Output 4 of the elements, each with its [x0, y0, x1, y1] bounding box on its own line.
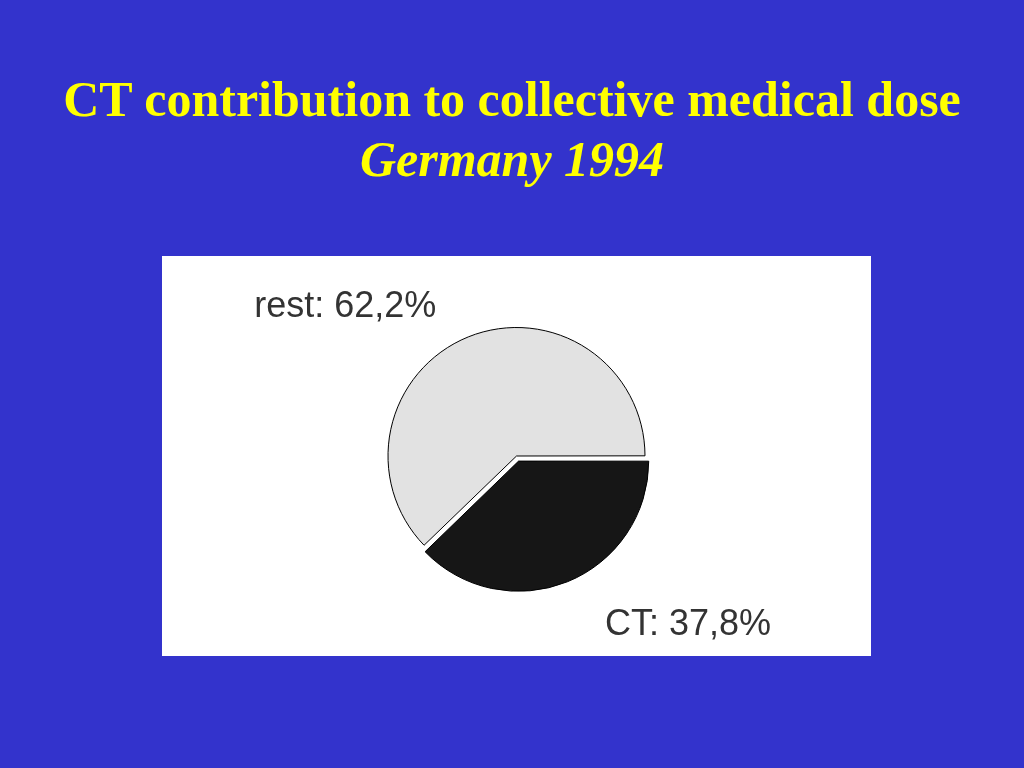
chart-title: CT contribution to collective medical dose: [62, 70, 962, 128]
chart-subtitle: Germany 1994: [358, 130, 666, 188]
slice-label: rest: 62,2%: [254, 284, 437, 326]
slice-label: CT: 37,8%: [604, 602, 772, 644]
